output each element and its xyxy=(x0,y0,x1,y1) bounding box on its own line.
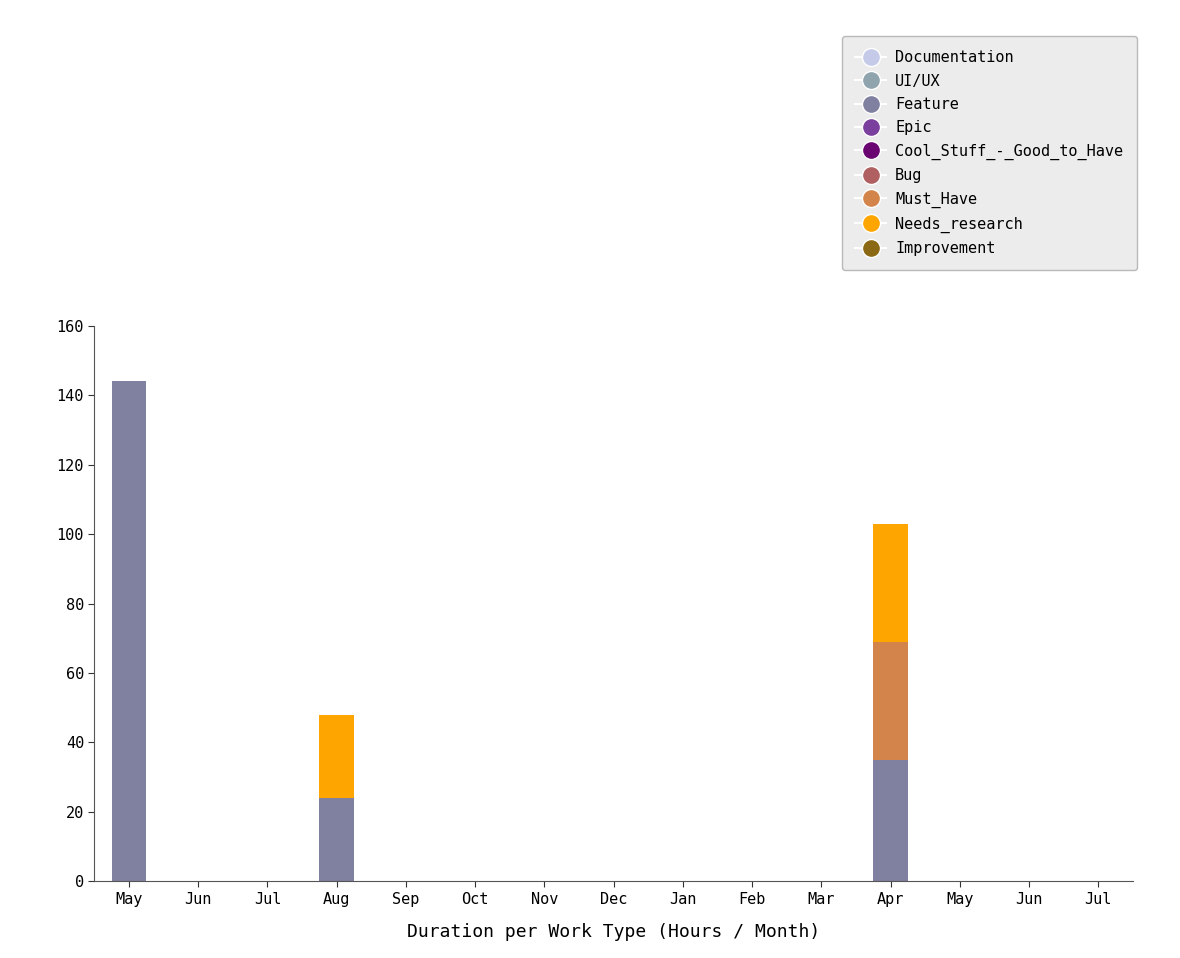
Legend: Documentation, UI/UX, Feature, Epic, Cool_Stuff_-_Good_to_Have, Bug, Must_Have, : Documentation, UI/UX, Feature, Epic, Coo… xyxy=(841,36,1138,270)
Bar xyxy=(320,715,354,798)
X-axis label: Duration per Work Type (Hours / Month): Duration per Work Type (Hours / Month) xyxy=(407,924,820,942)
Bar xyxy=(320,798,354,881)
Bar xyxy=(873,524,907,642)
Bar xyxy=(873,760,907,881)
Bar xyxy=(873,642,907,760)
Bar xyxy=(112,381,146,881)
